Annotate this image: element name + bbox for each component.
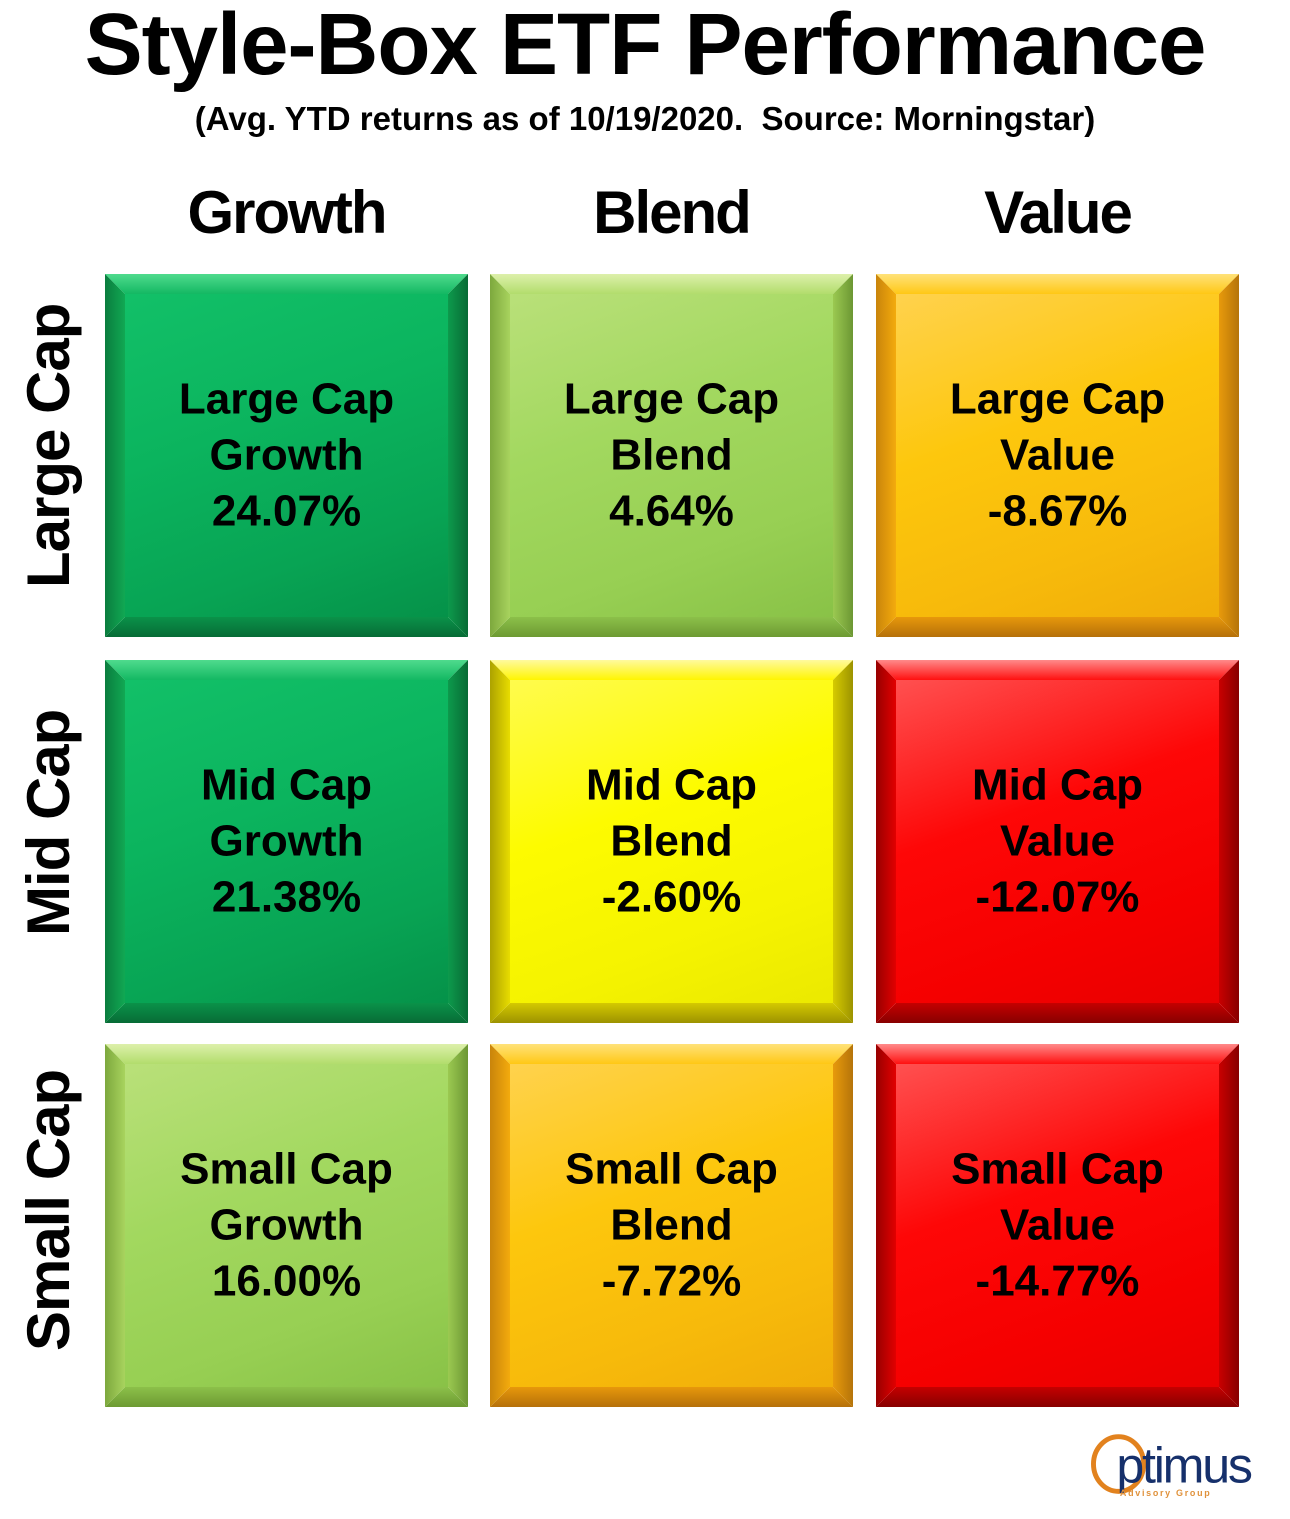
svg-text:Advisory Group: Advisory Group bbox=[1120, 1488, 1212, 1498]
svg-text:ptimus: ptimus bbox=[1116, 1437, 1252, 1493]
